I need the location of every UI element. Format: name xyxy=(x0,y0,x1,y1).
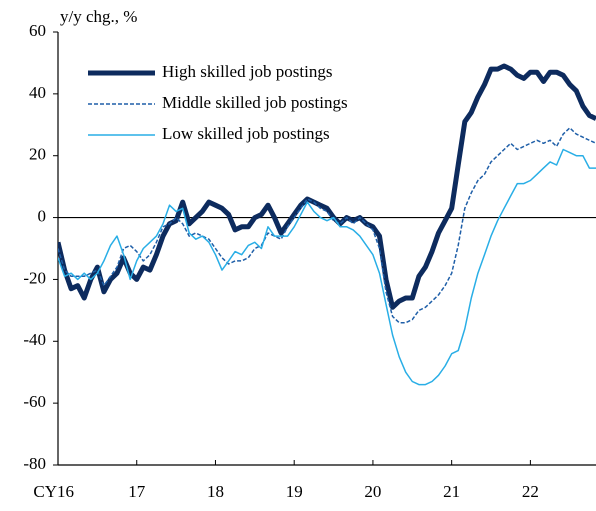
legend-label: High skilled job postings xyxy=(162,62,332,81)
y-tick-label: -40 xyxy=(23,330,46,349)
x-tick-label: CY16 xyxy=(33,482,74,501)
y-tick-label: 20 xyxy=(29,145,46,164)
y-tick-label: 0 xyxy=(38,206,47,225)
series-line xyxy=(58,63,596,310)
y-tick-label: -80 xyxy=(23,454,46,473)
x-tick-label: 22 xyxy=(522,482,539,501)
y-tick-label: -60 xyxy=(23,392,46,411)
x-tick-label: 18 xyxy=(207,482,224,501)
x-tick-label: 20 xyxy=(364,482,381,501)
legend-label: Low skilled job postings xyxy=(162,124,330,143)
y-axis-label: y/y chg., % xyxy=(60,7,137,26)
x-tick-label: 21 xyxy=(443,482,460,501)
series-line xyxy=(58,127,596,324)
y-tick-label: -20 xyxy=(23,268,46,287)
series-line xyxy=(58,148,596,386)
legend-label: Middle skilled job postings xyxy=(162,93,348,112)
x-tick-label: 19 xyxy=(286,482,303,501)
x-tick-label: 17 xyxy=(128,482,146,501)
y-tick-label: 40 xyxy=(29,83,46,102)
y-tick-label: 60 xyxy=(29,21,46,40)
